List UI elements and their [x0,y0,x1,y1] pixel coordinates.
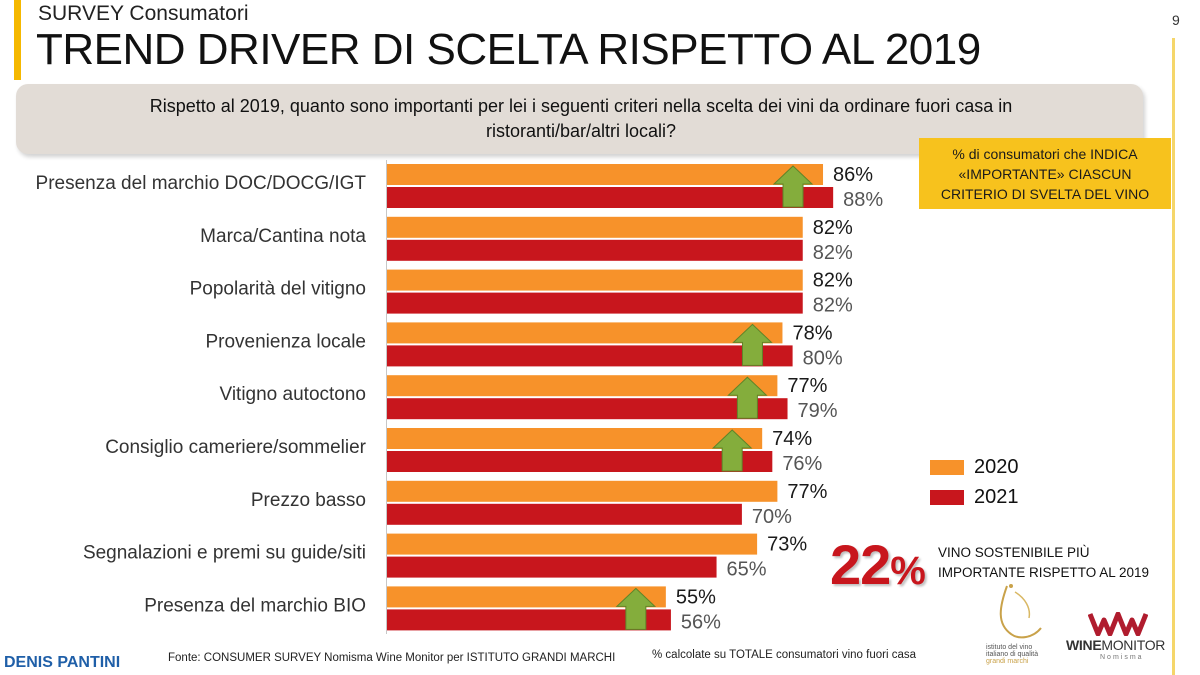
up-arrow-icon [732,323,773,366]
bar-2021 [387,345,793,367]
up-arrow-icon [711,429,753,472]
category-label: Marca/Cantina nota [200,226,366,247]
title-accent-bar [14,0,21,80]
up-arrow-icon [772,165,814,208]
category-label: Consiglio cameriere/sommelier [105,437,366,458]
value-label-2020: 74% [772,428,812,450]
footer-author: DENIS PANTINI [4,654,121,671]
bar-2020 [387,164,824,185]
ivi-logo-text: istituto del vino italiano di qualità gr… [986,644,1056,665]
wm-word-bold: WINE [1066,637,1102,653]
category-label: Presenza del marchio BIO [144,595,366,616]
note-line-2: «IMPORTANTE» CIASCUN [958,166,1132,182]
value-label-2021: 80% [803,347,843,369]
bar-2021 [387,556,717,578]
wm-word-light: MONITOR [1101,637,1166,653]
ivi-logo-mark-icon [999,584,1042,639]
value-label-2020: 78% [792,322,832,344]
category-label: Popolarità del vitigno [190,279,366,300]
category-label: Vitigno autoctono [220,384,367,405]
highlight-value: 22 [830,533,891,596]
legend-swatch-2021 [930,489,964,505]
bar-2021 [387,292,803,314]
chart-note-box: % di consumatori che INDICA «IMPORTANTE»… [919,138,1171,209]
bar-2020 [387,480,778,502]
ivi-line-2: italiano di qualità [986,651,1039,658]
bar-2021 [387,503,742,525]
page-title: TREND DRIVER DI SCELTA RISPETTO AL 2019 [36,25,981,74]
value-label-2021: 82% [813,242,853,264]
bar-2021 [387,609,671,631]
value-label-2020: 82% [813,270,853,292]
value-label-2021: 76% [782,453,822,475]
legend-item-2020: 2020 [930,452,1019,482]
ivi-logo [985,578,1065,663]
highlight-line-2: IMPORTANTE RISPETTO AL 2019 [938,565,1150,580]
highlight-caption: VINO SOSTENIBILE PIÙ IMPORTANTE RISPETTO… [938,543,1178,583]
legend-swatch-2020 [930,459,964,475]
chart-legend: 2020 2021 [930,452,1019,512]
note-line-1: % di consumatori che INDICA [952,146,1138,162]
highlight-stat: 22% [830,532,926,597]
bar-2021 [387,187,834,208]
ivi-line-3: grandi marchi [986,658,1029,665]
legend-label-2020: 2020 [974,455,1019,478]
value-label-2021: 88% [843,189,883,211]
value-label-2020: 86% [833,164,873,186]
value-label-2021: 79% [798,400,838,422]
category-label: Prezzo basso [251,490,366,511]
legend-label-2021: 2021 [974,485,1019,508]
value-label-2020: 55% [676,586,716,608]
footer-source: Fonte: CONSUMER SURVEY Nomisma Wine Moni… [168,652,616,664]
footer-note: % calcolate su TOTALE consumatori vino f… [652,649,916,661]
bar-2020 [387,428,763,449]
bar-2020 [387,586,666,608]
winemonitor-sub: Nomisma [1100,654,1144,661]
bar-2021 [387,451,773,472]
winemonitor-logo: WINEMONITOR Nomisma [1066,612,1166,662]
page-number: 9 [1172,12,1180,28]
value-label-2021: 65% [727,559,767,581]
question-line-1: Rispetto al 2019, quanto sono importanti… [149,96,1013,116]
highlight-unit: % [890,549,926,593]
legend-item-2021: 2021 [930,482,1019,512]
question-text: Rispetto al 2019, quanto sono importanti… [76,94,1086,144]
bar-2020 [387,533,758,555]
value-label-2020: 82% [813,217,853,239]
winemonitor-wordmark: WINEMONITOR [1066,637,1165,653]
bar-2020 [387,322,783,344]
ivi-line-1: istituto del vino [986,644,1033,651]
value-label-2020: 73% [767,534,807,556]
value-label-2021: 70% [752,506,792,528]
value-label-2020: 77% [787,481,827,503]
winemonitor-mark-icon [1088,612,1148,636]
category-label: Segnalazioni e premi su guide/siti [83,543,366,564]
value-label-2021: 56% [681,611,721,633]
bar-2020 [387,269,803,291]
value-label-2020: 77% [787,375,827,397]
up-arrow-icon [615,587,657,630]
value-label-2021: 82% [813,295,853,317]
question-line-2: ristoranti/bar/altri locali? [485,121,677,141]
category-label: Provenienza locale [205,331,366,352]
section-kicker: SURVEY Consumatori [38,2,249,25]
bar-2020 [387,216,803,238]
bar-2021 [387,398,788,420]
note-line-3: CRITERIO DI SVELTA DEL VINO [940,186,1150,202]
right-accent-strip [1172,38,1175,675]
category-label: Presenza del marchio DOC/DOCG/IGT [36,173,367,194]
highlight-line-1: VINO SOSTENIBILE PIÙ [938,545,1090,560]
bar-2020 [387,375,778,397]
bar-2021 [387,239,803,261]
chart-axis-line [386,160,387,634]
up-arrow-icon [727,376,768,419]
